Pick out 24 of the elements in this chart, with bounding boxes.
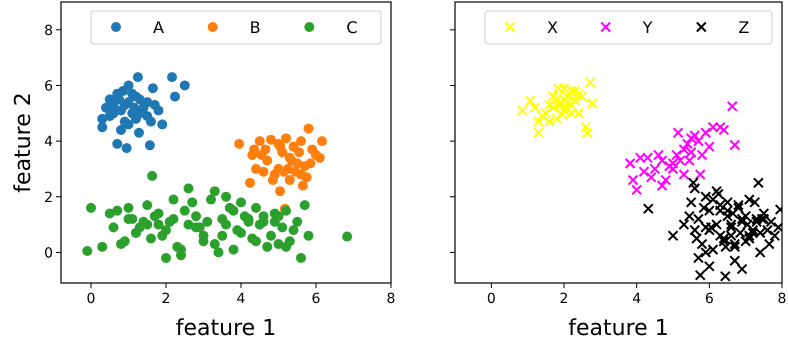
y-tick-label: 2 <box>44 190 53 206</box>
x-tick-label: 2 <box>162 291 170 307</box>
legend-label: C <box>346 18 358 37</box>
legend-label: A <box>153 18 164 37</box>
x-tick-label: 2 <box>560 291 568 307</box>
x-tick-label: 4 <box>236 291 246 307</box>
y-axis-title: feature 2 <box>11 92 36 193</box>
y-tick-label: 4 <box>44 134 54 150</box>
y-tick-label: 0 <box>44 245 53 262</box>
x-tick-label: 8 <box>778 291 786 307</box>
x-tick-label: 6 <box>312 291 321 307</box>
legend-label: X <box>547 18 558 37</box>
x-axis-title: feature 1 <box>568 316 669 341</box>
legend-label: Z <box>738 18 750 37</box>
legend-label: B <box>250 18 261 37</box>
x-tick-label: 0 <box>86 291 96 307</box>
legend-label: Y <box>642 18 653 37</box>
y-tick-label: 8 <box>44 22 53 39</box>
x-axis-title: feature 1 <box>176 316 276 341</box>
y-tick-label: 6 <box>44 78 54 94</box>
x-tick-label: 8 <box>386 291 396 307</box>
x-tick-label: 0 <box>486 291 496 307</box>
x-tick-label: 6 <box>704 291 714 307</box>
x-tick-label: 4 <box>632 291 642 307</box>
